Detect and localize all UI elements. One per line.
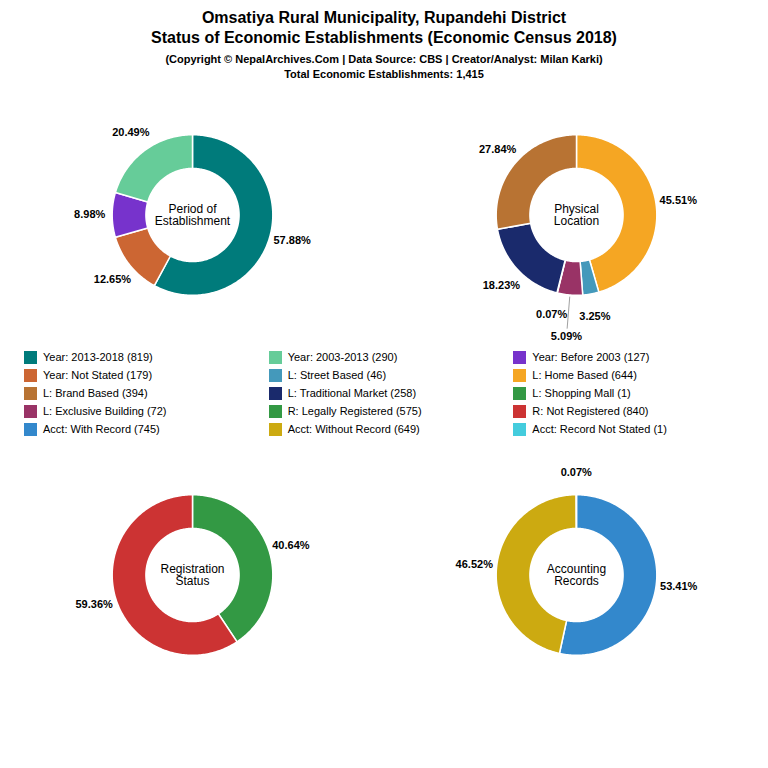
html-text:L: Street Based (46): L: Street Based (46)	[287, 369, 387, 382]
html-text:(Copyright © NepalArchives.Com: (Copyright © NepalArchives.Com | Data So…	[165, 53, 603, 80]
html-text:Acct: With Record (745): Acct: With Record (745)	[43, 423, 160, 436]
svg-text:57.88%: 57.88%	[273, 233, 311, 245]
svg-text:53.41%: 53.41%	[660, 579, 698, 591]
svg-text:3.25%: 3.25%	[579, 309, 610, 321]
svg-text:18.23%: 18.23%	[483, 278, 521, 290]
svg-text:20.49%: 20.49%	[112, 126, 150, 138]
svg-text:Period ofEstablishment: Period ofEstablishment	[155, 202, 231, 228]
svg-text:RegistrationStatus: RegistrationStatus	[160, 562, 224, 588]
html-text:L: Shopping Mall (1): L: Shopping Mall (1)	[532, 387, 631, 400]
html-text:L: Home Based (644): L: Home Based (644)	[532, 369, 637, 382]
svg-text:12.65%: 12.65%	[94, 273, 132, 285]
svg-text:46.52%: 46.52%	[456, 557, 494, 569]
html-text:Omsatiya Rural Municipality, R: Omsatiya Rural Municipality, Rupandehi D…	[151, 9, 617, 46]
html-text:L: Brand Based (394): L: Brand Based (394)	[43, 387, 148, 400]
svg-text:5.09%: 5.09%	[551, 330, 582, 342]
svg-text:8.98%: 8.98%	[74, 208, 105, 220]
svg-text:45.51%: 45.51%	[660, 194, 698, 206]
html-text:Acct: Record Not Stated (1): Acct: Record Not Stated (1)	[532, 423, 667, 436]
svg-text:AccountingRecords: AccountingRecords	[547, 562, 606, 588]
svg-text:59.36%: 59.36%	[75, 598, 113, 610]
html-text:L: Exclusive Building (72): L: Exclusive Building (72)	[43, 405, 167, 418]
html-text:Year: Not Stated (179): Year: Not Stated (179)	[43, 369, 153, 382]
html-text:Year: 2013-2018 (819): Year: 2013-2018 (819)	[43, 351, 153, 364]
svg-text:40.64%: 40.64%	[272, 538, 310, 550]
html-text:Year: Before 2003 (127): Year: Before 2003 (127)	[532, 351, 650, 364]
html-text:L: Traditional Market (258): L: Traditional Market (258)	[287, 387, 416, 400]
html-text:R: Legally Registered (575): R: Legally Registered (575)	[287, 405, 422, 418]
html-text:Acct: Without Record (649): Acct: Without Record (649)	[287, 423, 420, 436]
svg-text:PhysicalLocation: PhysicalLocation	[554, 202, 599, 228]
html-text:R: Not Registered (840): R: Not Registered (840)	[532, 405, 649, 418]
html-text:Year: 2003-2013 (290): Year: 2003-2013 (290)	[287, 351, 398, 364]
svg-text:27.84%: 27.84%	[479, 142, 517, 154]
svg-text:0.07%: 0.07%	[561, 465, 592, 477]
svg-text:0.07%: 0.07%	[536, 308, 567, 320]
